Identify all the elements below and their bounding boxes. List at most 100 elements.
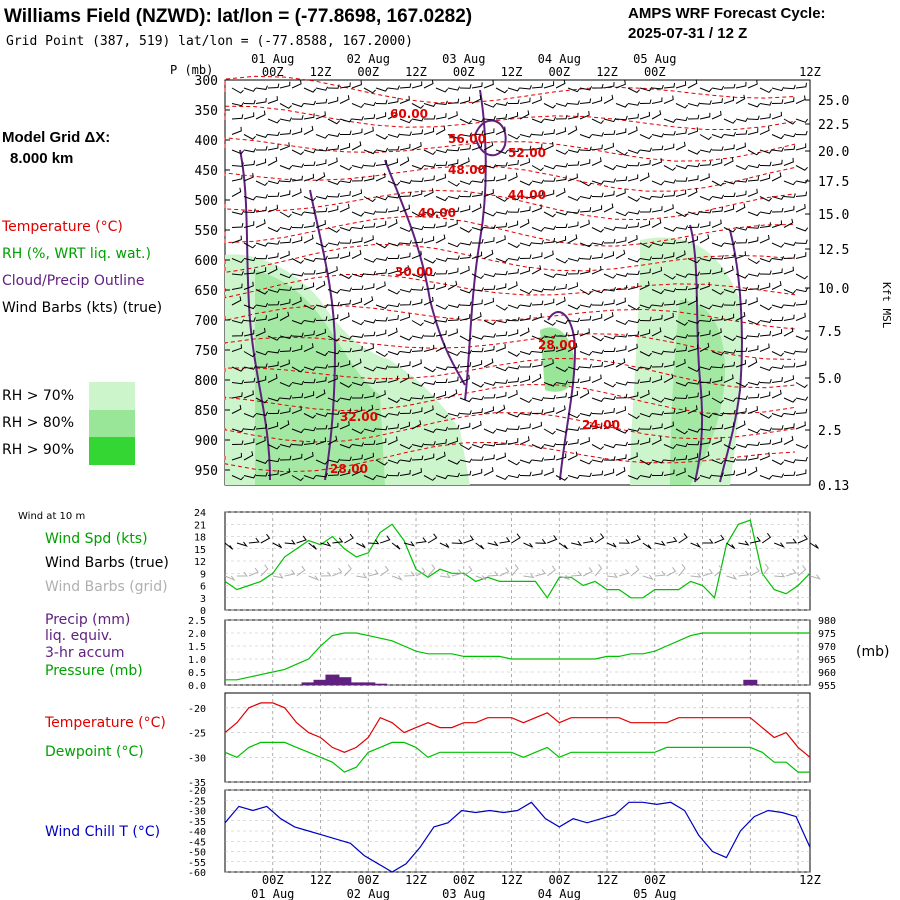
wind-barb (327, 301, 340, 307)
wind-barb (267, 192, 280, 197)
wind-barb (339, 360, 351, 368)
wind-barb (423, 380, 437, 385)
wind-barb (435, 221, 447, 228)
wind-barb (651, 241, 665, 247)
height-tick-label: 22.5 (818, 118, 849, 133)
wind-barb (627, 304, 640, 311)
wind-barb (723, 444, 736, 450)
wind-barb (375, 256, 389, 261)
wind-barb (411, 468, 422, 476)
wind-barb (447, 267, 459, 275)
wind-barb (711, 363, 724, 369)
wind-barb (759, 366, 773, 371)
wind-barb (567, 413, 581, 419)
wind-barb (543, 116, 557, 122)
wind-barb (375, 438, 387, 445)
wind-barb (423, 271, 437, 277)
precip-bar (743, 679, 758, 685)
wind-barb (363, 196, 376, 203)
wind-barb (231, 392, 243, 399)
wind-barb (447, 389, 458, 399)
wind-barb (759, 379, 772, 384)
wind-barb (627, 161, 640, 167)
wind-barb (459, 241, 473, 246)
wind-barb (471, 347, 484, 353)
wind-barb (651, 158, 662, 166)
wind-barb (735, 142, 746, 151)
wind-barb (687, 475, 700, 481)
wind-barb (411, 298, 423, 306)
series-line (224, 801, 811, 873)
wind-barb (615, 224, 628, 229)
series-line (224, 702, 811, 758)
wind-barb (243, 351, 256, 358)
wind-barb (579, 159, 591, 166)
wind-barb (567, 342, 578, 352)
precip-bar (325, 674, 340, 685)
wind-barb (591, 144, 603, 151)
wind-barb (339, 408, 352, 414)
wind-barb (711, 219, 722, 228)
wind-barb (435, 366, 449, 371)
wind-barb-true (630, 535, 641, 544)
wind-barb (735, 94, 746, 104)
wind-barb (699, 269, 712, 275)
wind-barb (591, 132, 604, 137)
wind-barb (603, 395, 616, 401)
wind-barb (592, 83, 604, 89)
wind-barb (699, 438, 711, 445)
wind-panel-tick-label: 18 (194, 533, 206, 544)
wind-barb (567, 366, 581, 371)
wind-barb (279, 407, 291, 414)
wind-barb (447, 111, 458, 120)
wind-barb (483, 345, 495, 352)
wind-barb (723, 374, 734, 383)
wind-barb-grid (702, 568, 714, 577)
wind-barb-grid (774, 572, 786, 578)
top-hour-label: 00Z (453, 65, 475, 79)
wind-barb (243, 148, 257, 153)
wind-barb (459, 422, 471, 430)
wind-barb (483, 428, 497, 434)
wind-barb (255, 242, 269, 247)
wind-barb (279, 311, 290, 321)
wind-barb (291, 258, 304, 264)
wind-barb (519, 145, 532, 151)
wind-barb (327, 132, 341, 137)
wind-barb (315, 473, 328, 478)
wind-barb (315, 328, 327, 337)
wind-barb (531, 118, 545, 124)
precip-sub1: liq. equiv. (45, 628, 112, 644)
temperature-contour (224, 105, 796, 130)
wind-barb (555, 440, 568, 446)
wind-barb (339, 396, 353, 401)
bottom-day-label: 05 Aug (633, 887, 676, 900)
wind-barb (663, 335, 677, 341)
wind-barb (735, 395, 748, 400)
wind-barb (783, 375, 795, 383)
wind-barb (735, 407, 747, 414)
bottom-day-label: 01 Aug (251, 887, 294, 900)
contour-label: 28.00 (330, 462, 368, 476)
wind-barb (711, 98, 723, 104)
wind-barb (255, 110, 266, 120)
wind-barb (363, 379, 376, 385)
wind-barb (387, 242, 401, 247)
wind-barb (459, 335, 472, 342)
wind-barb (495, 475, 509, 481)
wind-barb (735, 117, 749, 122)
wind-barb (675, 129, 687, 135)
wind-barb (627, 126, 638, 135)
wind-barb (459, 397, 473, 403)
wind-barb (327, 266, 338, 275)
wind-barb (339, 178, 352, 184)
wind-barb-grid (797, 565, 807, 577)
wind-barb (351, 454, 363, 461)
wind-barb (351, 358, 362, 368)
wind-barb (435, 161, 448, 166)
wind-barb (387, 85, 400, 90)
wind-barb-true (594, 533, 605, 544)
wind-barb (555, 102, 569, 107)
wind-barb (303, 318, 316, 323)
wind-barb (339, 251, 351, 259)
